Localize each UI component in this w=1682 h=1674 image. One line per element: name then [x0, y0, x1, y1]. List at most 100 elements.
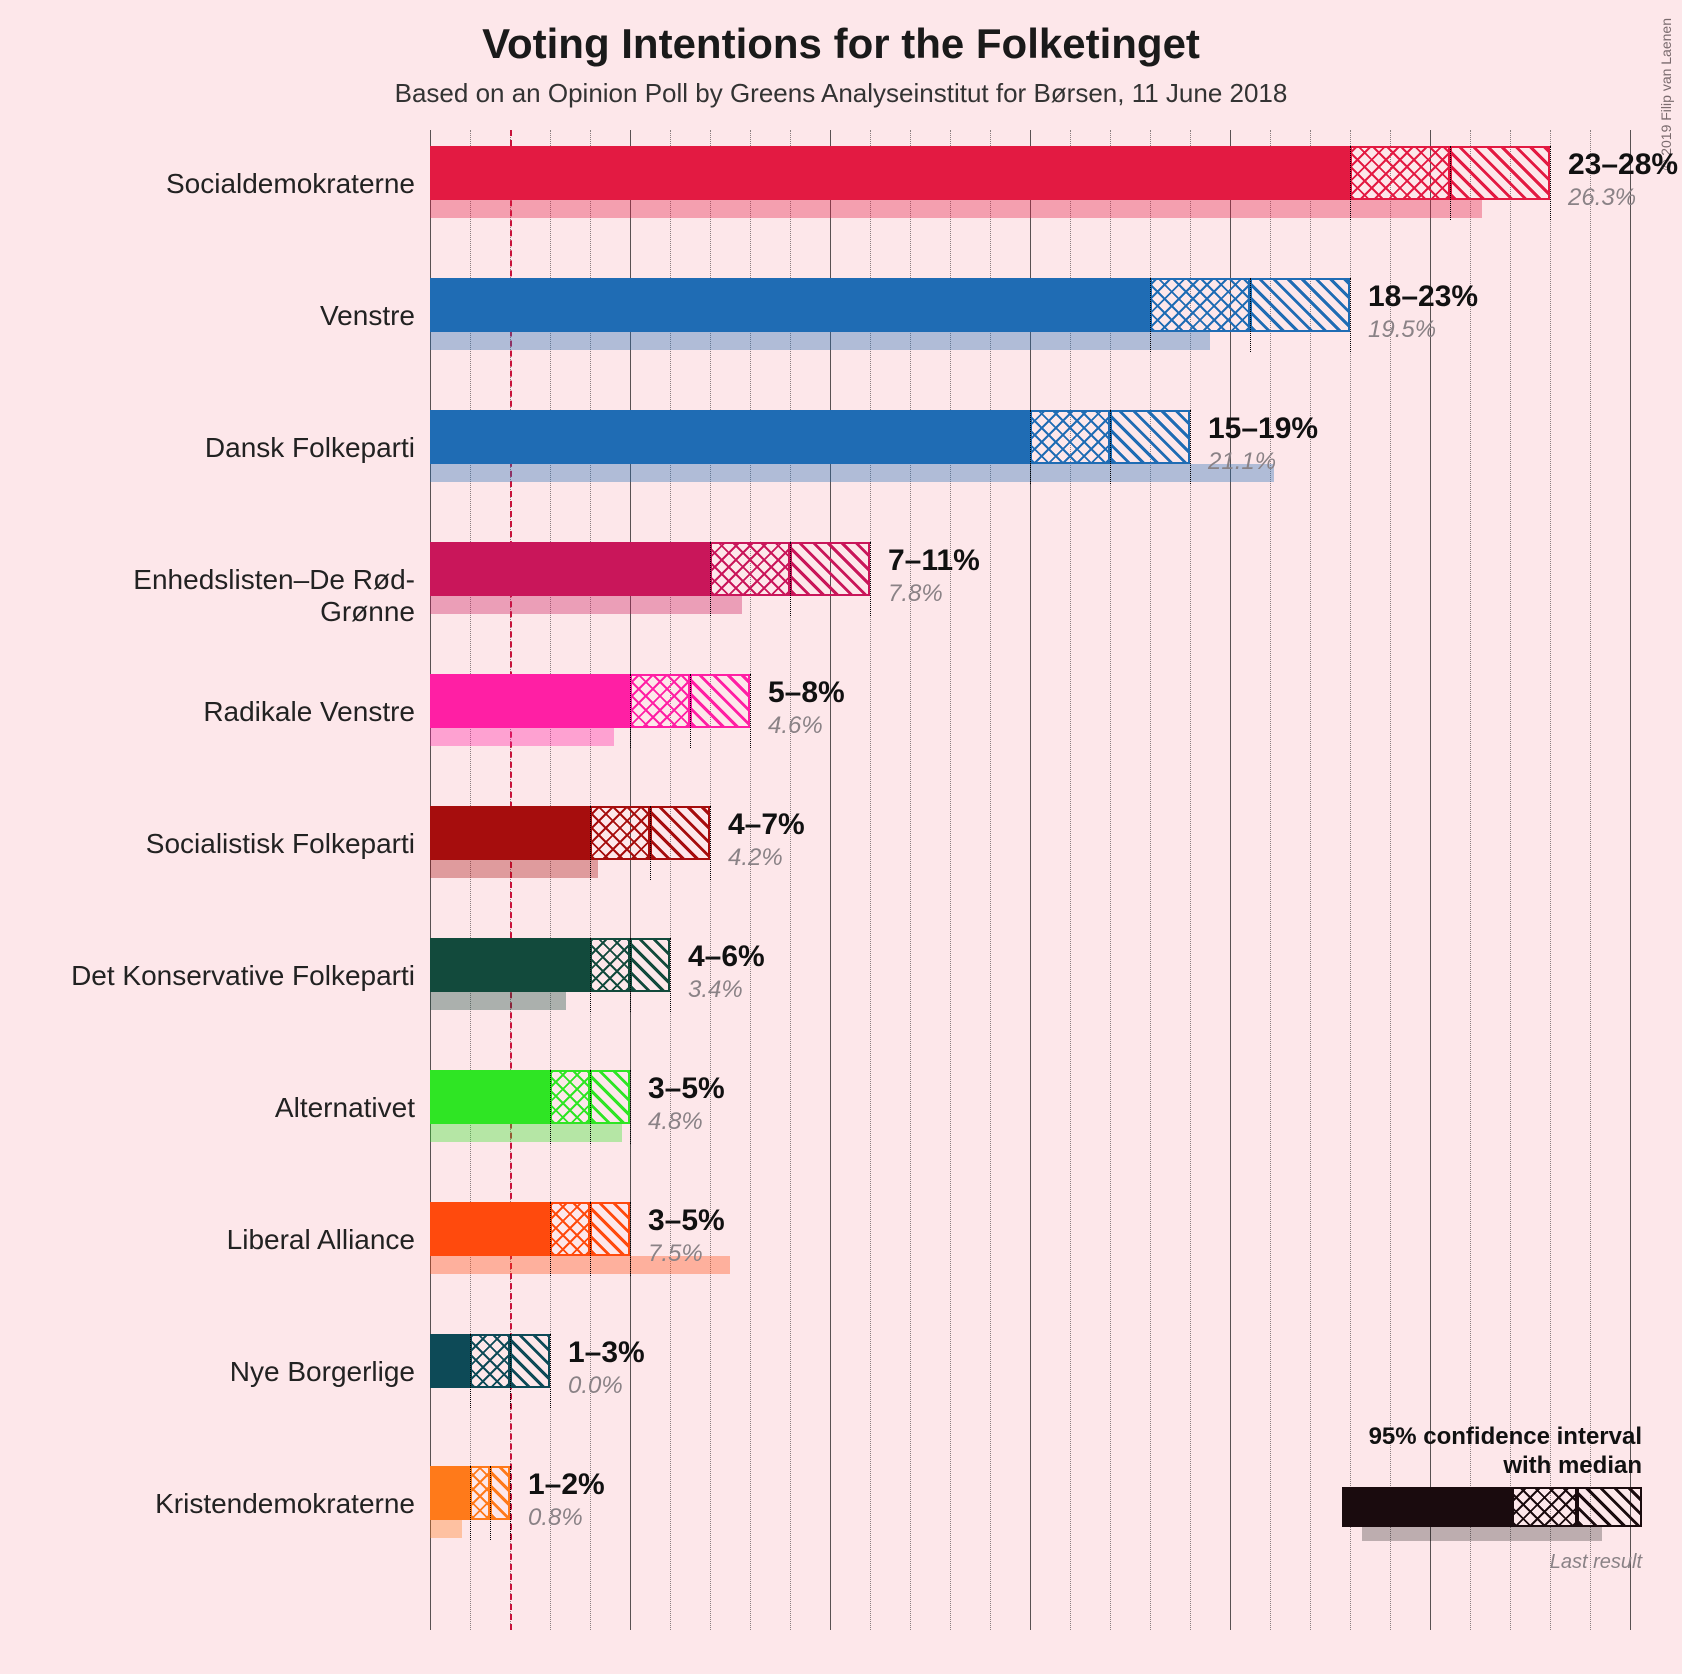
bar-low	[430, 410, 1030, 464]
legend-title: 95% confidence interval with median	[1262, 1423, 1642, 1481]
party-row: Socialistisk Folkeparti 4–7%4.2%	[60, 798, 1620, 918]
bar-low	[430, 1202, 550, 1256]
bar-ci-upper	[590, 1202, 630, 1256]
value-range: 18–23%	[1368, 280, 1478, 314]
legend-last-result-bar	[1362, 1525, 1602, 1541]
ci-tick	[1350, 146, 1351, 220]
value-previous: 19.5%	[1368, 316, 1436, 344]
ci-tick	[510, 1466, 511, 1540]
party-row: Venstre 18–23%19.5%	[60, 270, 1620, 390]
bar-low	[430, 146, 1350, 200]
party-label: Nye Borgerlige	[60, 1356, 415, 1388]
last-result-bar	[430, 464, 1274, 482]
value-previous: 7.5%	[648, 1240, 703, 1268]
value-range: 1–2%	[528, 1468, 605, 1502]
ci-tick	[1450, 146, 1451, 220]
bar-ci-upper	[1110, 410, 1190, 464]
party-label: Socialistisk Folkeparti	[60, 828, 415, 860]
bar-ci-lower	[710, 542, 790, 596]
ci-tick	[590, 1202, 591, 1276]
bar-low	[430, 1334, 470, 1388]
value-previous: 4.8%	[648, 1108, 703, 1136]
party-row: Socialdemokraterne23–28%26.3%	[60, 138, 1620, 258]
party-label: Enhedslisten–De Rød-Grønne	[60, 564, 415, 628]
last-result-bar	[430, 596, 742, 614]
bar-ci-upper	[790, 542, 870, 596]
party-row: Liberal Alliance3–5%7.5%	[60, 1194, 1620, 1314]
bar-low	[430, 938, 590, 992]
bar-ci-lower	[630, 674, 690, 728]
last-result-bar	[430, 1124, 622, 1142]
party-row: Det Konservative Folkeparti4–6%3.4%	[60, 930, 1620, 1050]
ci-tick	[630, 938, 631, 1012]
ci-tick	[470, 1466, 471, 1540]
value-previous: 0.0%	[568, 1372, 623, 1400]
bar-ci-upper	[690, 674, 750, 728]
bar-ci-upper	[590, 1070, 630, 1124]
ci-tick	[1030, 410, 1031, 484]
value-range: 5–8%	[768, 676, 845, 710]
last-result-bar	[430, 1520, 462, 1538]
ci-tick	[630, 674, 631, 748]
value-range: 23–28%	[1568, 148, 1678, 182]
ci-tick	[790, 542, 791, 616]
party-row: Radikale Venstre 5–8%4.6%	[60, 666, 1620, 786]
ci-tick	[710, 542, 711, 616]
ci-tick	[630, 1070, 631, 1144]
ci-tick	[630, 1202, 631, 1276]
ci-tick	[710, 806, 711, 880]
legend-hatch-diag	[1577, 1487, 1642, 1527]
ci-tick	[590, 1070, 591, 1144]
ci-tick	[870, 542, 871, 616]
party-label: Radikale Venstre	[60, 696, 415, 728]
ci-tick	[490, 1466, 491, 1540]
bar-ci-lower	[590, 806, 650, 860]
bar-ci-lower	[1350, 146, 1450, 200]
ci-tick	[1550, 146, 1551, 220]
ci-tick	[590, 938, 591, 1012]
value-range: 7–11%	[888, 544, 980, 578]
value-range: 4–7%	[728, 808, 805, 842]
bar-ci-upper	[490, 1466, 510, 1520]
last-result-bar	[430, 200, 1482, 218]
last-result-bar	[430, 332, 1210, 350]
party-label: Det Konservative Folkeparti	[60, 960, 415, 992]
bar-low	[430, 806, 590, 860]
value-range: 1–3%	[568, 1336, 645, 1370]
value-range: 3–5%	[648, 1072, 725, 1106]
last-result-bar	[430, 728, 614, 746]
chart-subtitle: Based on an Opinion Poll by Greens Analy…	[0, 78, 1682, 109]
party-label: Venstre	[60, 300, 415, 332]
chart-title: Voting Intentions for the Folketinget	[0, 20, 1682, 68]
ci-tick	[690, 674, 691, 748]
bar-ci-lower	[550, 1070, 590, 1124]
party-label: Socialdemokraterne	[60, 168, 415, 200]
ci-tick	[550, 1070, 551, 1144]
ci-tick	[590, 806, 591, 880]
bar-ci-lower	[550, 1202, 590, 1256]
value-previous: 0.8%	[528, 1504, 583, 1532]
bar-ci-upper	[510, 1334, 550, 1388]
party-row: Dansk Folkeparti15–19%21.1%	[60, 402, 1620, 522]
legend-title-line1: 95% confidence interval	[1369, 1423, 1642, 1450]
party-label: Kristendemokraterne	[60, 1488, 415, 1520]
value-range: 15–19%	[1208, 412, 1318, 446]
ci-tick	[1110, 410, 1111, 484]
ci-tick	[470, 1334, 471, 1408]
bar-low	[430, 1070, 550, 1124]
last-result-bar	[430, 860, 598, 878]
bar-low	[430, 542, 710, 596]
party-label: Alternativet	[60, 1092, 415, 1124]
bar-ci-upper	[650, 806, 710, 860]
bar-low	[430, 674, 630, 728]
ci-tick	[1150, 278, 1151, 352]
value-previous: 4.2%	[728, 844, 783, 872]
bar-ci-lower	[470, 1466, 490, 1520]
party-row: Alternativet 3–5%4.8%	[60, 1062, 1620, 1182]
ci-tick	[550, 1334, 551, 1408]
bar-low	[430, 1466, 470, 1520]
value-previous: 26.3%	[1568, 184, 1636, 212]
bar-ci-lower	[1150, 278, 1250, 332]
value-range: 4–6%	[688, 940, 765, 974]
value-previous: 4.6%	[768, 712, 823, 740]
